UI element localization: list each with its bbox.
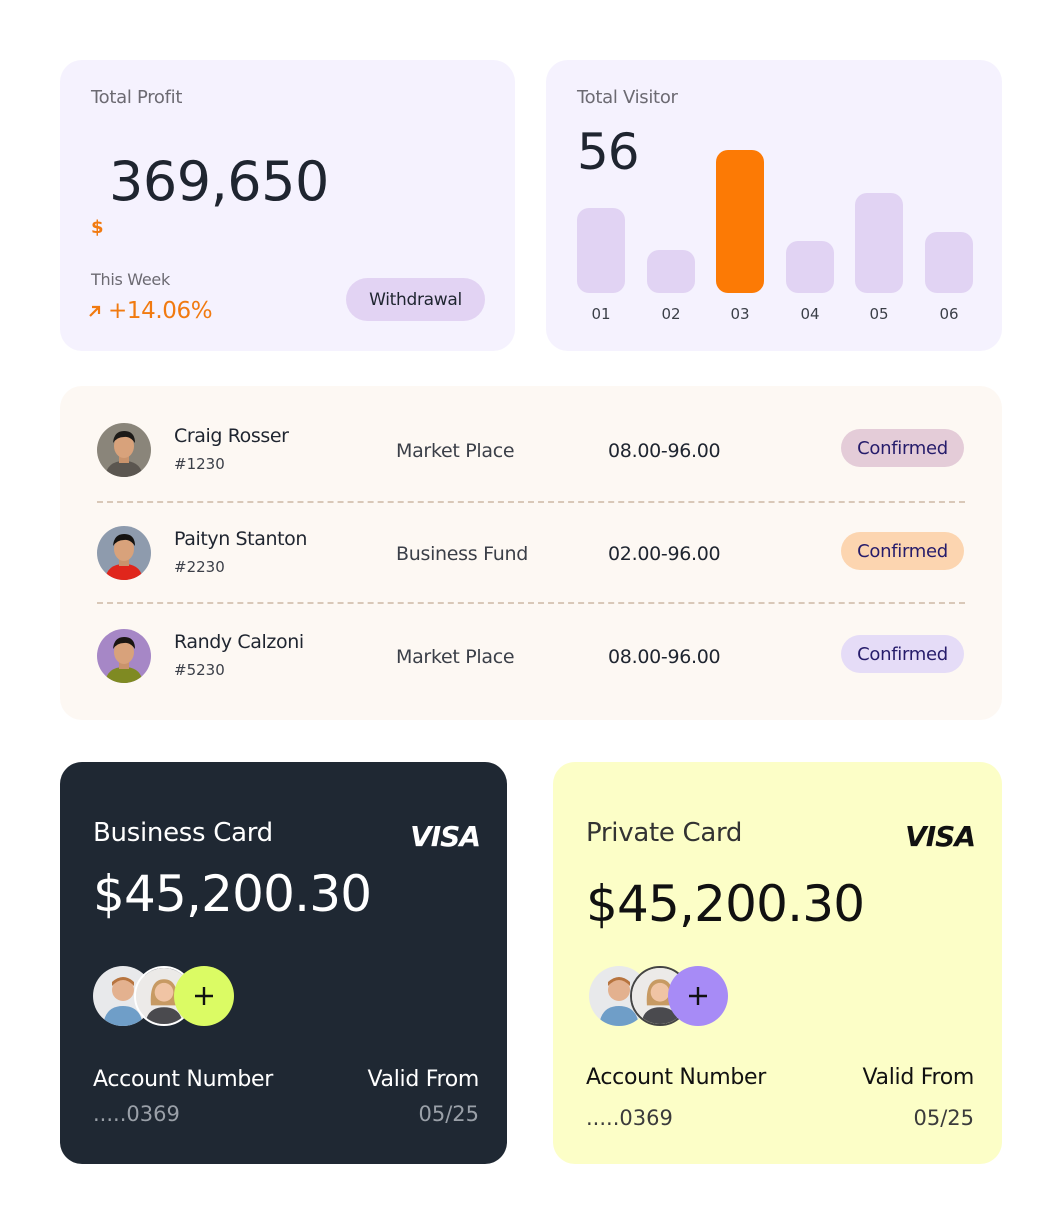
list-item[interactable]: Randy Calzoni #5230 Market Place 08.00-9… [97,629,965,689]
valid-from: 05/25 [913,1106,974,1130]
x-tick-label: 04 [800,305,820,323]
transaction-time: 02.00-96.00 [608,543,721,565]
avatar [97,423,151,477]
card-balance: $45,200.30 [586,875,865,933]
customer-id: #5230 [174,661,225,679]
status-badge: Confirmed [841,635,964,673]
visitor-bar-chart [577,140,973,293]
bar-01[interactable] [577,208,625,293]
period-label: This Week [91,270,170,289]
status-badge: Confirmed [841,429,964,467]
account-number: .....0369 [93,1102,180,1126]
bar-04[interactable] [786,241,834,293]
valid-from-label: Valid From [862,1065,974,1090]
total-visitor-title: Total Visitor [577,87,678,108]
card-title: Business Card [93,818,273,848]
transactions-list: Craig Rosser #1230 Market Place 08.00-96… [60,386,1002,720]
plus-icon [195,987,213,1005]
x-tick-label: 01 [591,305,611,323]
account-number: .....0369 [586,1106,673,1130]
avatar [97,629,151,683]
currency-symbol: $ [91,217,104,238]
valid-from: 05/25 [418,1102,479,1126]
plus-icon [689,987,707,1005]
customer-name: Craig Rosser [174,425,289,447]
card-title: Private Card [586,818,743,848]
visa-logo-icon: VISA [410,820,481,853]
bar-02[interactable] [647,250,695,293]
customer-id: #1230 [174,455,225,473]
x-tick-label: 03 [730,305,750,323]
visa-logo-icon: VISA [905,820,976,853]
withdrawal-button[interactable]: Withdrawal [346,278,485,321]
transaction-category: Market Place [396,440,515,462]
status-badge: Confirmed [841,532,964,570]
transaction-time: 08.00-96.00 [608,646,721,668]
list-item[interactable]: Craig Rosser #1230 Market Place 08.00-96… [97,423,965,483]
total-profit-card: Total Profit $ 369,650 This Week +14.06%… [60,60,515,351]
list-item[interactable]: Paityn Stanton #2230 Business Fund 02.00… [97,526,965,586]
customer-name: Paityn Stanton [174,528,308,550]
profit-change-value: +14.06% [108,298,213,324]
total-visitor-card: Total Visitor 56 01 02 03 04 05 06 [546,60,1002,351]
customer-name: Randy Calzoni [174,631,304,653]
valid-from-label: Valid From [367,1067,479,1092]
visitor-count: 56 [577,123,640,181]
transaction-category: Business Fund [396,543,528,565]
arrow-up-right-icon [89,305,101,317]
transaction-category: Market Place [396,646,515,668]
card-members [586,966,746,1026]
x-tick-label: 02 [661,305,681,323]
account-number-label: Account Number [586,1065,766,1090]
bar-06[interactable] [925,232,973,293]
profit-change: +14.06% [88,298,213,324]
x-tick-label: 05 [869,305,889,323]
x-tick-label: 06 [939,305,959,323]
add-member-button[interactable] [668,966,728,1026]
private-card[interactable]: Private Card VISA $45,200.30 Account Num… [553,762,1002,1164]
total-profit-title: Total Profit [91,87,183,108]
business-card[interactable]: Business Card VISA $45,200.30 Account Nu… [60,762,507,1164]
dashed-divider [97,501,965,503]
total-profit-amount: 369,650 [109,150,329,213]
customer-id: #2230 [174,558,225,576]
bar-03[interactable] [716,150,764,293]
add-member-button[interactable] [174,966,234,1026]
dashed-divider [97,602,965,604]
transaction-time: 08.00-96.00 [608,440,721,462]
card-balance: $45,200.30 [93,865,372,923]
account-number-label: Account Number [93,1067,273,1092]
avatar [97,526,151,580]
card-members [93,966,253,1026]
bar-05[interactable] [855,193,903,293]
